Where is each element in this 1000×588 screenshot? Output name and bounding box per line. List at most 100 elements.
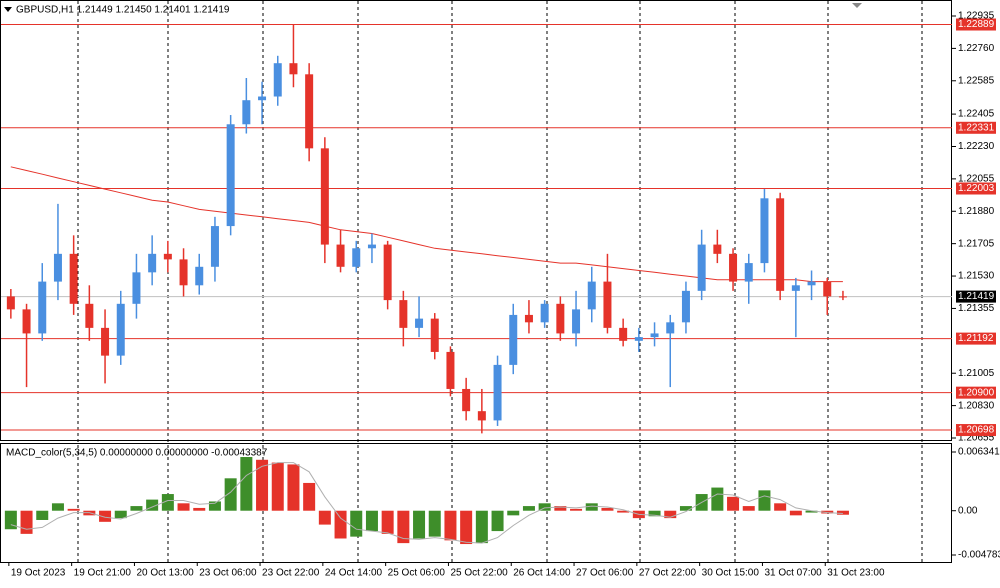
macd-bar	[36, 510, 49, 520]
candle-body	[697, 244, 706, 291]
candle-body	[116, 303, 125, 356]
y-tick-label: 1.22055	[958, 174, 995, 185]
candle-body	[540, 303, 549, 323]
macd-bar	[570, 508, 583, 511]
macd-bar	[617, 510, 630, 513]
macd-bar	[240, 457, 253, 511]
candle-body	[776, 198, 785, 291]
macd-bar	[99, 510, 112, 522]
y-tick-label: 1.21005	[958, 368, 995, 379]
candle-body	[666, 322, 675, 334]
x-tick-label: 31 Oct 23:00	[827, 568, 885, 579]
candle-body	[336, 244, 345, 267]
macd-bar	[146, 499, 159, 511]
x-tick-label: 19 Oct 21:00	[74, 568, 132, 579]
candle-body	[195, 266, 204, 286]
level-label: 1.21192	[958, 333, 994, 344]
candle-body	[634, 337, 643, 341]
main-frame	[0, 0, 952, 441]
candle-body	[650, 333, 659, 338]
macd-bar	[491, 510, 504, 532]
macd-y-tick-label: 0.00	[958, 505, 978, 516]
candle-body	[289, 63, 298, 75]
macd-bar	[177, 503, 190, 511]
candle-body	[603, 281, 612, 328]
y-tick-label: 1.21880	[958, 206, 995, 217]
moving-average	[10, 166, 843, 283]
level-label: 1.22889	[958, 19, 995, 30]
candle-body	[273, 63, 282, 97]
level-label: 1.22003	[958, 183, 995, 194]
x-tick-label: 30 Oct 15:00	[702, 568, 760, 579]
x-tick-label: 31 Oct 07:00	[764, 568, 822, 579]
candle-body	[619, 327, 628, 341]
candle-body	[791, 285, 800, 291]
menu-arrow[interactable]	[4, 7, 12, 12]
x-tick-label: 23 Oct 22:00	[262, 568, 320, 579]
chart-title: GBPUSD,H1 1.21449 1.21450 1.21401 1.2141…	[16, 5, 230, 16]
macd-bar	[224, 478, 237, 511]
macd-y-tick-label: 0.0063413	[958, 447, 1000, 458]
shift-marker	[852, 3, 862, 8]
macd-bar	[444, 510, 457, 541]
x-tick-label: 23 Oct 06:00	[199, 568, 257, 579]
macd-bar	[522, 506, 535, 511]
macd-frame	[0, 443, 952, 563]
macd-bar	[836, 510, 849, 515]
candle-body	[383, 244, 392, 301]
level-label-box	[956, 332, 996, 345]
candle-body	[587, 281, 596, 310]
y-tick-label: 1.21530	[958, 271, 995, 282]
macd-bar	[303, 482, 316, 511]
candle-body	[446, 351, 455, 389]
macd-bar	[114, 510, 127, 519]
candle-body	[744, 263, 753, 282]
y-tick-label: 1.21355	[958, 303, 995, 314]
macd-bar	[727, 496, 740, 511]
macd-title: MACD_color(5,34,5) 0.00000000 0.00000000…	[6, 448, 268, 459]
candle-body	[477, 411, 486, 421]
candle-body	[320, 148, 329, 245]
macd-bar	[208, 501, 221, 511]
macd-bar	[475, 510, 488, 544]
candle-body	[38, 281, 47, 334]
candle-body	[729, 253, 738, 282]
macd-bar	[130, 506, 143, 511]
y-tick-label: 1.22585	[958, 75, 995, 86]
candle-body	[69, 253, 78, 304]
macd-bar	[271, 462, 284, 511]
candle-body	[163, 253, 172, 260]
candle-body	[352, 248, 361, 267]
macd-bar	[507, 510, 520, 516]
x-tick-label: 24 Oct 14:00	[325, 568, 383, 579]
candle-body	[85, 303, 94, 328]
macd-bar	[287, 464, 300, 511]
macd-bar	[318, 510, 331, 525]
candle-body	[242, 100, 251, 125]
candle-body	[226, 124, 235, 227]
macd-bar	[51, 503, 64, 511]
y-tick-label: 1.22935	[958, 11, 995, 22]
x-tick-label: 27 Oct 22:00	[639, 568, 697, 579]
candle-body	[305, 74, 314, 149]
macd-bar	[774, 503, 787, 511]
candle-body	[524, 314, 533, 323]
macd-bar	[664, 510, 677, 519]
macd-bar	[538, 503, 551, 511]
candle-body	[509, 314, 518, 365]
candle-body	[53, 253, 62, 282]
y-tick-label: 1.20655	[958, 433, 995, 444]
candle-body	[823, 281, 832, 297]
candle-body	[556, 303, 565, 334]
candle-body	[807, 281, 816, 286]
candle-body	[132, 272, 141, 304]
candle-body	[838, 296, 847, 298]
x-tick-label: 27 Oct 06:00	[576, 568, 634, 579]
y-tick-label: 1.22230	[958, 141, 995, 152]
macd-bar	[381, 510, 394, 534]
candle-body	[258, 96, 267, 101]
candle-body	[572, 309, 581, 334]
candle-body	[681, 290, 690, 323]
candle-body	[713, 244, 722, 254]
